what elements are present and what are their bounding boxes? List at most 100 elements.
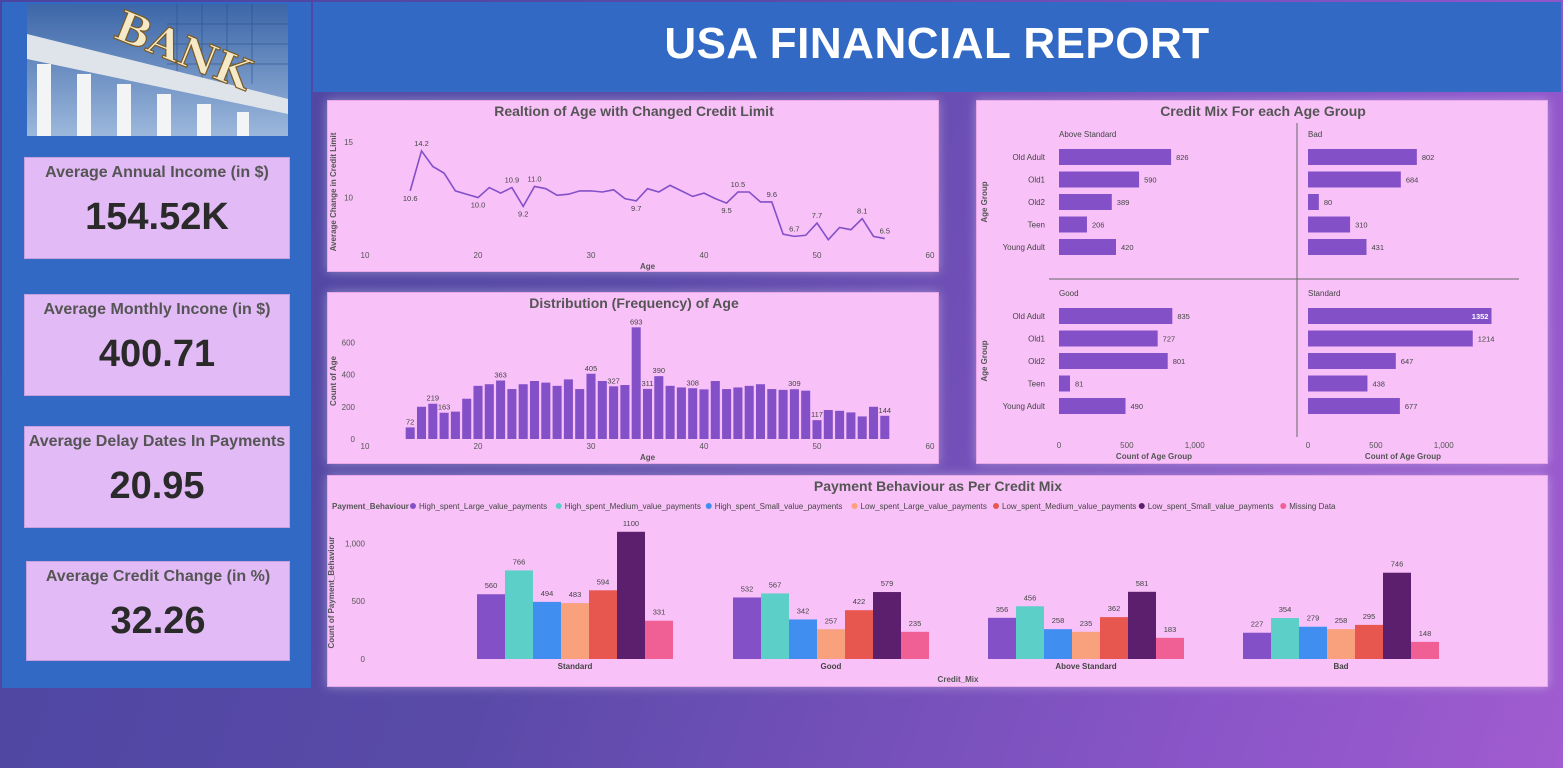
bar xyxy=(1044,629,1072,659)
credit-mix-chart: Credit Mix For each Age Group Above Stand… xyxy=(980,103,1519,461)
data-label: 594 xyxy=(597,577,610,586)
y-tick-label: 0 xyxy=(351,435,356,444)
data-label: 183 xyxy=(1164,625,1177,634)
x-tick-label: 10 xyxy=(361,442,370,451)
legend-label: High_spent_Medium_value_payments xyxy=(565,502,701,511)
data-label: 693 xyxy=(630,317,643,326)
kpi-average-annual-income: Average Annual Income (in $) 154.52K xyxy=(24,157,290,259)
x-tick-label: 0 xyxy=(1057,441,1062,450)
category-label: Teen xyxy=(1028,221,1045,230)
histogram-bar xyxy=(755,384,766,439)
histogram-bar xyxy=(767,389,777,439)
bar xyxy=(533,601,561,659)
line-chart-panel: Realtion of Age with Changed Credit Limi… xyxy=(327,100,939,272)
data-label: 227 xyxy=(1251,620,1264,629)
data-label: 560 xyxy=(485,581,498,590)
data-label: 1214 xyxy=(1478,335,1495,344)
bar xyxy=(733,597,761,659)
category-label: Old1 xyxy=(1028,176,1045,185)
legend-swatch xyxy=(851,503,858,509)
y-axis-label: Average Change in Credit Limit xyxy=(329,132,338,251)
data-label: 494 xyxy=(541,589,554,598)
bar xyxy=(1299,626,1327,659)
bar xyxy=(1016,606,1044,659)
data-label: 10.0 xyxy=(471,201,486,210)
category-label: Young Adult xyxy=(1003,402,1046,411)
data-label: 590 xyxy=(1144,176,1157,185)
category-label: Old2 xyxy=(1028,357,1045,366)
x-tick-label: 60 xyxy=(926,251,935,260)
category-label: Standard xyxy=(558,662,593,671)
bar xyxy=(1308,216,1351,233)
histogram-bar xyxy=(857,416,867,439)
data-label: 746 xyxy=(1391,560,1404,569)
histogram-bar xyxy=(609,386,619,439)
data-label: 9.6 xyxy=(767,190,777,199)
bar xyxy=(1308,194,1319,210)
bar xyxy=(1059,171,1140,188)
header: USA FINANCIAL REPORT xyxy=(313,2,1561,92)
y-tick-label: 200 xyxy=(342,403,356,412)
kpi-title: Average Monthly Incone (in $) xyxy=(43,301,271,318)
bar xyxy=(1059,239,1116,255)
bar xyxy=(1411,641,1439,659)
bar xyxy=(1059,398,1126,414)
bar xyxy=(1355,624,1383,659)
facet-label: Bad xyxy=(1308,130,1322,139)
histogram-bar xyxy=(597,381,607,439)
data-label: 342 xyxy=(797,606,810,615)
data-label: 579 xyxy=(881,579,894,588)
category-label: Teen xyxy=(1028,380,1045,389)
data-label: 235 xyxy=(909,619,922,628)
x-tick-label: 60 xyxy=(926,442,935,451)
data-label: 727 xyxy=(1163,335,1176,344)
data-label: 390 xyxy=(653,366,666,375)
chart-title: Distribution (Frequency) of Age xyxy=(529,295,739,311)
x-axis-label: Count of Age Group xyxy=(1116,452,1192,461)
x-axis-label: Age xyxy=(640,262,656,271)
histogram-bar xyxy=(405,427,415,439)
kpi-title: Average Credit Change (in %) xyxy=(45,568,271,585)
bar xyxy=(1308,149,1417,165)
data-label: 72 xyxy=(406,417,414,426)
category-label: Old1 xyxy=(1028,335,1045,344)
data-label: 163 xyxy=(438,403,451,412)
data-label: 802 xyxy=(1422,153,1435,162)
histogram-bar xyxy=(665,385,675,439)
data-label: 647 xyxy=(1401,357,1414,366)
data-label: 10.5 xyxy=(731,180,746,189)
data-label: 258 xyxy=(1335,616,1348,625)
data-label: 311 xyxy=(642,379,654,388)
histogram-bar xyxy=(484,384,494,439)
x-tick-label: 40 xyxy=(700,442,709,451)
x-axis-label: Count of Age Group xyxy=(1365,452,1441,461)
data-label: 490 xyxy=(1131,402,1144,411)
data-label: 363 xyxy=(494,371,507,380)
data-label: 219 xyxy=(427,394,440,403)
data-label: 438 xyxy=(1372,380,1385,389)
y-axis-label: Age Group xyxy=(980,181,989,222)
category-label: Young Adult xyxy=(1003,243,1046,252)
data-label: 801 xyxy=(1173,357,1186,366)
kpi-value: 154.52K xyxy=(85,196,229,238)
bar xyxy=(645,620,673,659)
x-tick-label: 30 xyxy=(587,442,596,451)
histogram-bar xyxy=(428,403,438,439)
payment-behaviour-chart: Payment Behaviour as Per Credit Mix Payme… xyxy=(328,478,1439,684)
histogram-bar xyxy=(835,410,845,439)
data-label: 8.1 xyxy=(857,207,867,216)
histogram-bar xyxy=(823,410,833,439)
bar xyxy=(1308,330,1473,347)
histogram-bar xyxy=(586,373,596,439)
data-label: 362 xyxy=(1108,604,1121,613)
bar xyxy=(817,629,845,659)
data-label: 405 xyxy=(585,364,598,373)
bar xyxy=(1059,308,1173,324)
chart-title: Realtion of Age with Changed Credit Limi… xyxy=(494,103,774,119)
x-tick-label: 30 xyxy=(587,251,596,260)
x-tick-label: 1,000 xyxy=(1185,441,1206,450)
y-tick-label: 1,000 xyxy=(345,539,366,548)
histogram-bar xyxy=(507,389,517,439)
x-tick-label: 20 xyxy=(474,442,483,451)
legend-title: Payment_Behaviour xyxy=(332,502,409,511)
